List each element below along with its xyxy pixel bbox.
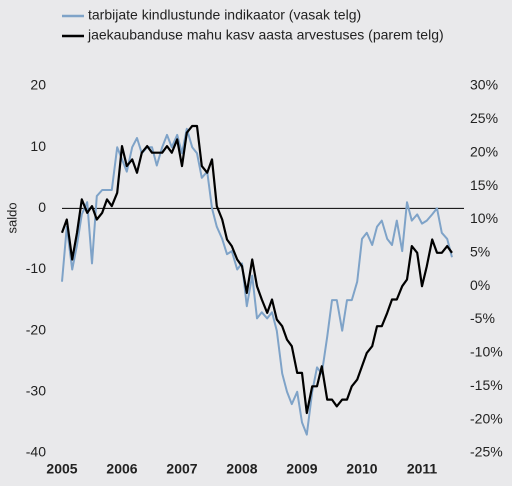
- y-tick-label: -10: [26, 260, 46, 276]
- legend-label: jaekaubanduse mahu kasv aasta arvestuses…: [87, 27, 444, 43]
- x-tick-label: 2006: [106, 461, 137, 477]
- x-tick-label: 2005: [46, 461, 77, 477]
- y2-tick-label: -5%: [470, 310, 495, 326]
- x-tick-label: 2010: [346, 461, 377, 477]
- y-tick-label: -40: [26, 444, 46, 460]
- y2-tick-label: -20%: [470, 410, 503, 426]
- y2-tick-label: 25%: [470, 110, 498, 126]
- y2-tick-label: -15%: [470, 377, 503, 393]
- x-tick-label: 2009: [286, 461, 317, 477]
- y-tick-label: -30: [26, 383, 46, 399]
- y-tick-label: 20: [30, 77, 46, 93]
- y2-tick-label: 20%: [470, 143, 498, 159]
- y2-tick-label: 30%: [470, 77, 498, 93]
- series-line: [60, 124, 453, 415]
- y2-tick-label: 5%: [470, 244, 490, 260]
- y2-tick-label: -10%: [470, 344, 503, 360]
- legend-label: tarbijate kindlustunde indikaator (vasak…: [88, 7, 361, 23]
- y-tick-label: 0: [38, 199, 46, 215]
- y2-tick-label: 10%: [470, 210, 498, 226]
- x-tick-label: 2007: [166, 461, 197, 477]
- series-line: [61, 127, 453, 436]
- y2-tick-label: 15%: [470, 177, 498, 193]
- y-axis-label: saldo: [4, 202, 19, 233]
- x-tick-label: 2011: [407, 461, 438, 477]
- y2-tick-label: -25%: [470, 444, 503, 460]
- y2-tick-label: 0%: [470, 277, 490, 293]
- y-tick-label: 10: [30, 138, 46, 154]
- x-tick-label: 2008: [226, 461, 257, 477]
- y-tick-label: -20: [26, 321, 46, 337]
